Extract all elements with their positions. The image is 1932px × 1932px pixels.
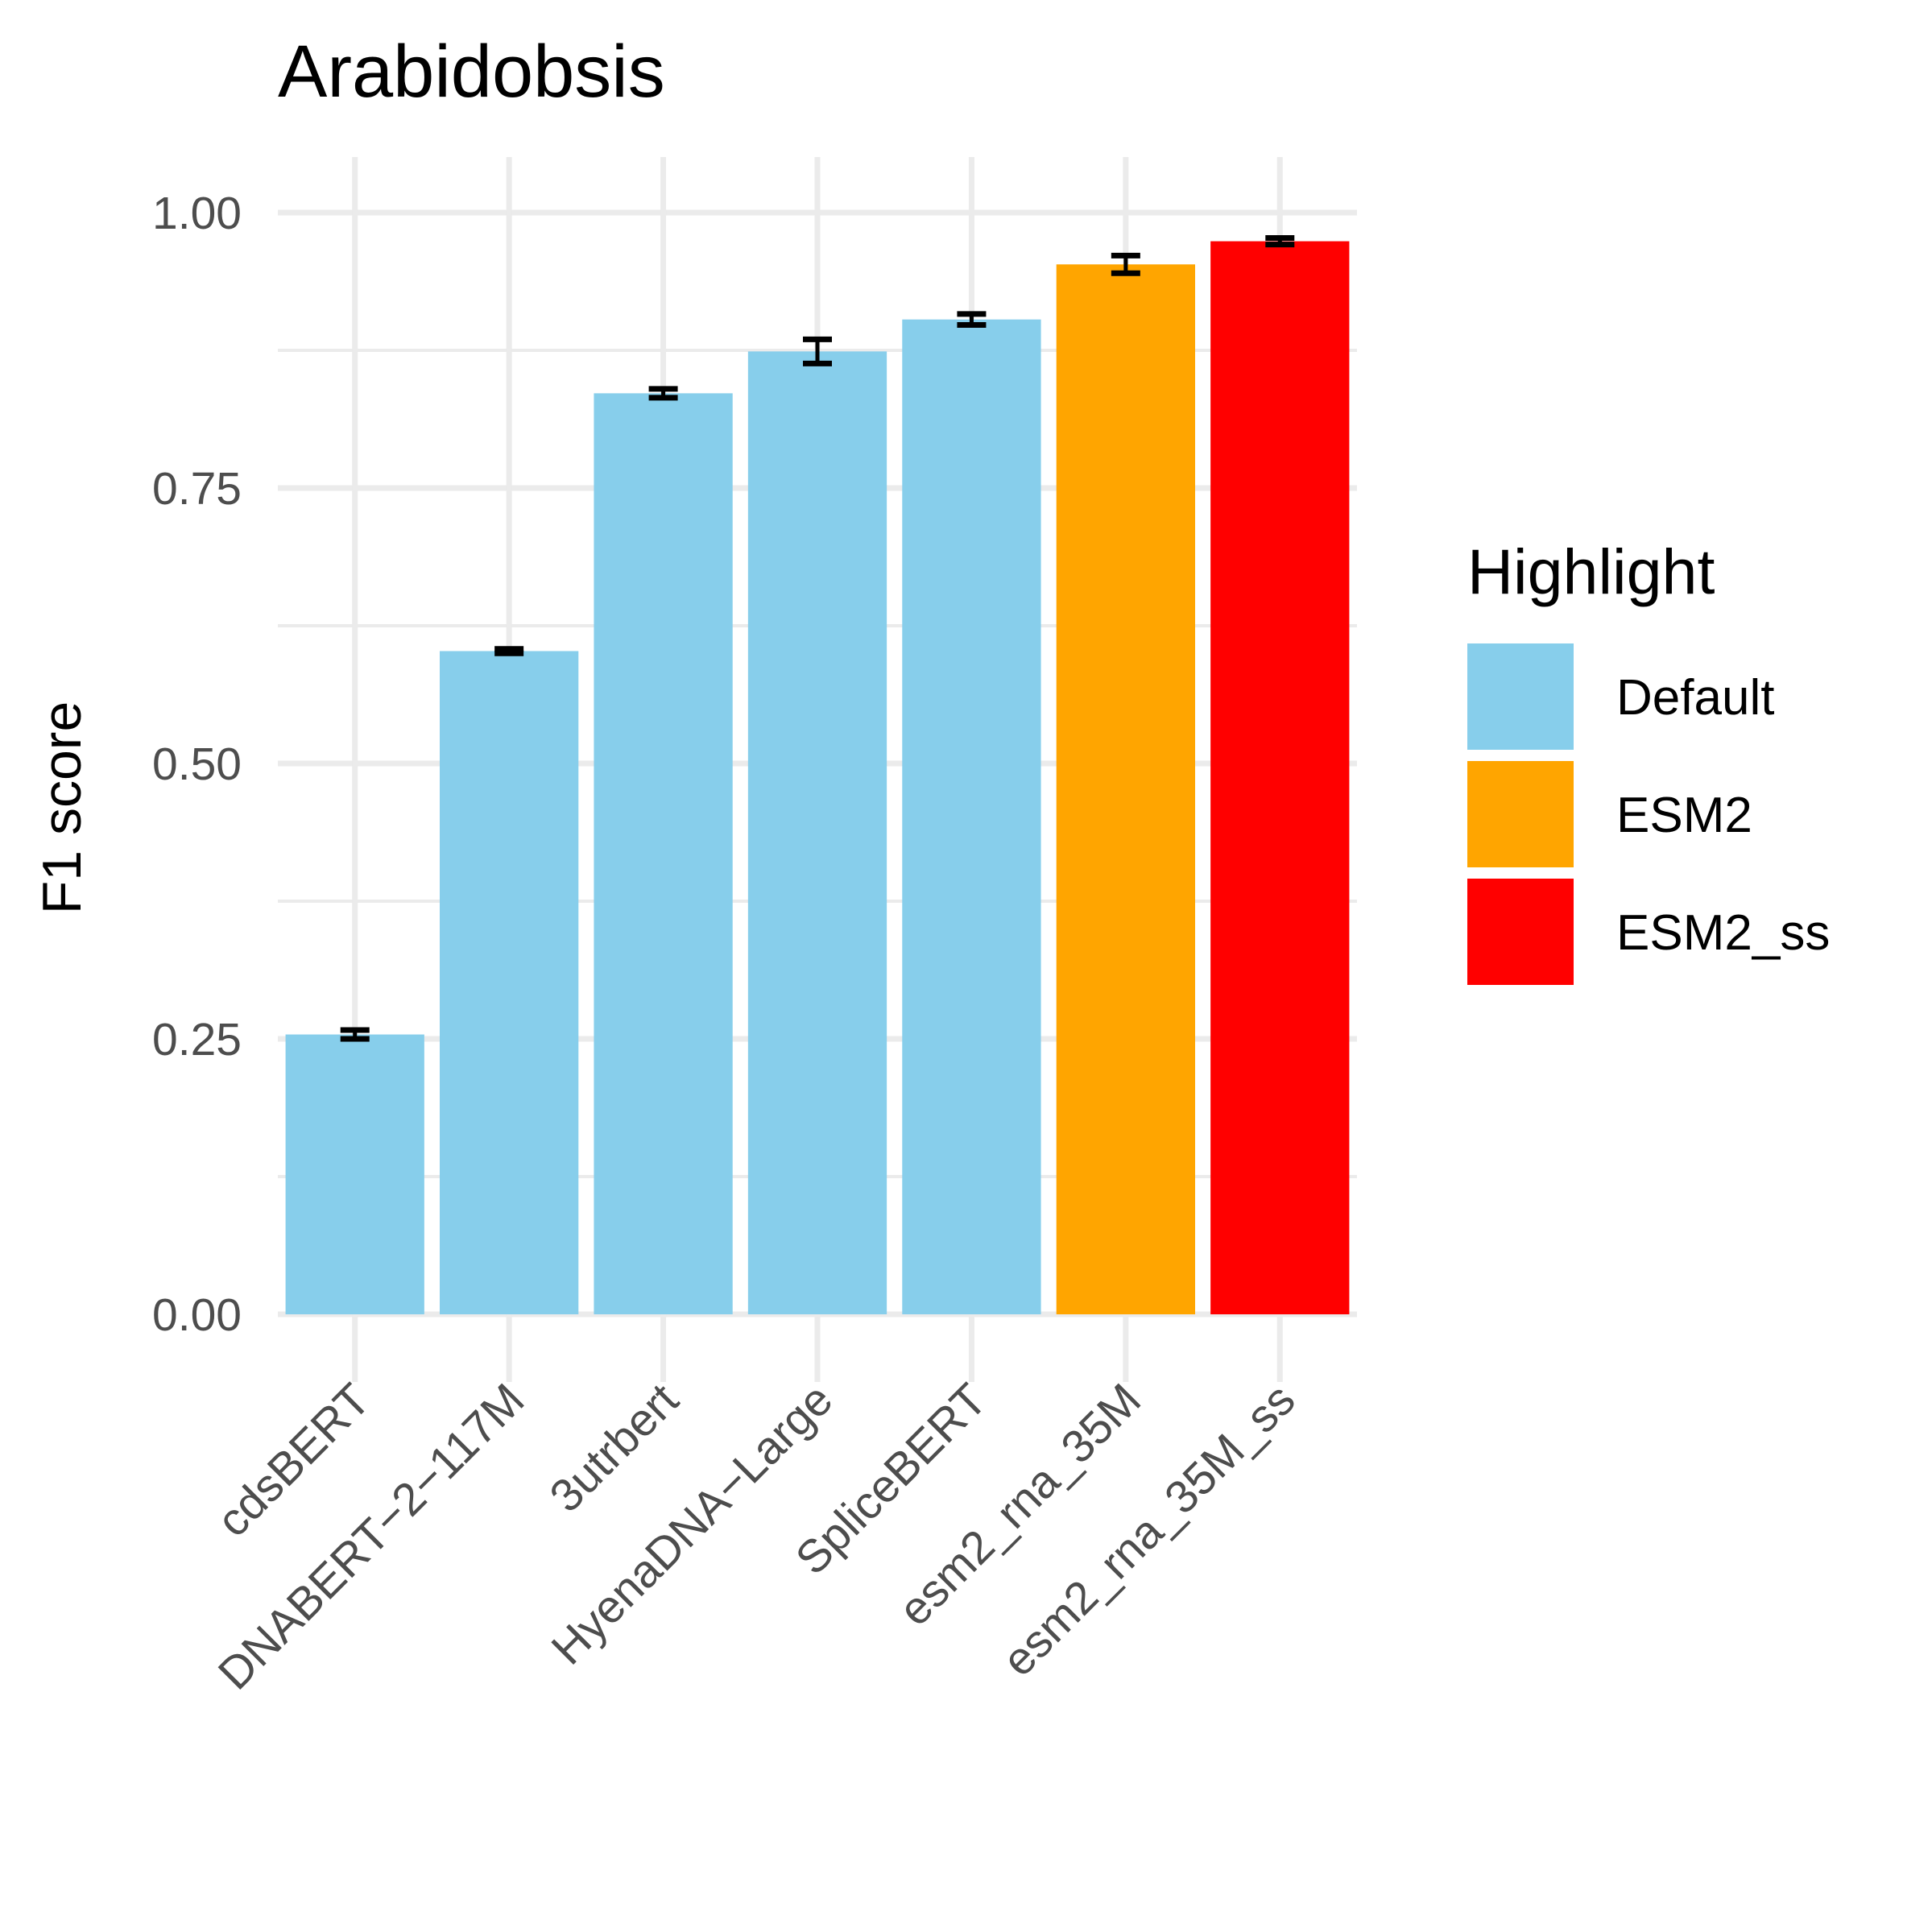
bar-2 — [440, 651, 579, 1314]
legend-title: Highlight — [1467, 536, 1715, 607]
error-bar-1 — [340, 1027, 370, 1042]
error-bar-2 — [494, 646, 524, 656]
x-tick-label: DNABERT−2−117M — [209, 1374, 534, 1699]
legend-label: Default — [1616, 670, 1774, 726]
legend-swatch — [1467, 761, 1574, 867]
x-tick-label: HyenaDNA−Large — [542, 1374, 842, 1674]
error-bars — [340, 234, 1295, 1042]
bar-6 — [1056, 264, 1195, 1314]
error-bar-4 — [803, 336, 832, 366]
y-tick-label: 0.75 — [152, 463, 242, 515]
bar-1 — [285, 1034, 424, 1314]
error-bar-6 — [1111, 252, 1140, 276]
x-tick-label: 3utrbert — [540, 1374, 689, 1522]
legend: Highlight Default ESM2 ESM2_ss — [1467, 536, 1830, 985]
y-tick-label: 0.50 — [152, 738, 242, 790]
bar-3 — [594, 393, 733, 1314]
legend-swatch — [1467, 879, 1574, 985]
error-bar-5 — [957, 311, 987, 329]
bars — [285, 241, 1350, 1314]
y-tick-label: 1.00 — [152, 188, 242, 239]
x-tick-label: esm2_rna_35M_ss — [992, 1374, 1305, 1686]
legend-swatch — [1467, 643, 1574, 750]
legend-label: ESM2 — [1616, 788, 1752, 843]
y-tick-label: 0.00 — [152, 1289, 242, 1341]
legend-label: ESM2_ss — [1616, 905, 1830, 961]
y-tick-label: 0.25 — [152, 1014, 242, 1065]
bar-7 — [1210, 241, 1350, 1314]
y-axis-ticks: 0.00 0.25 0.50 0.75 1.00 — [152, 188, 242, 1341]
chart-title: Arabidobsis — [278, 31, 665, 113]
error-bar-7 — [1265, 234, 1295, 248]
bar-4 — [747, 351, 887, 1314]
bar-5 — [902, 319, 1041, 1314]
y-axis-label: F1 score — [31, 701, 93, 915]
error-bar-3 — [648, 386, 678, 401]
